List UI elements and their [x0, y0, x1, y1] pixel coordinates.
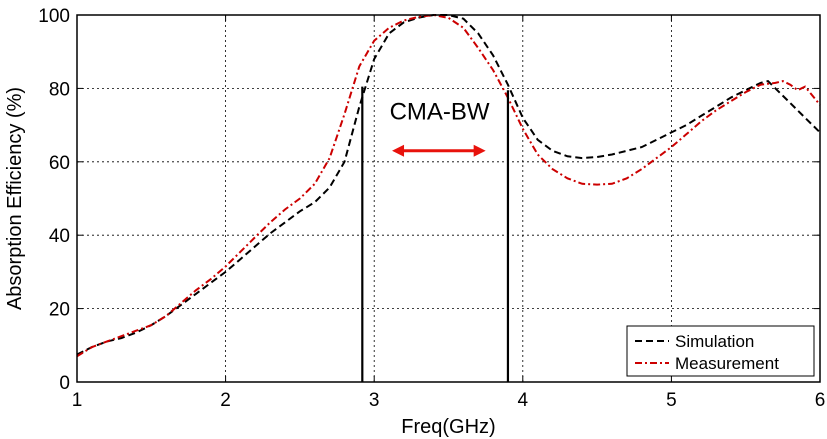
- cma-bw-label: CMA-BW: [390, 99, 490, 126]
- y-tick-label: 0: [59, 373, 70, 394]
- y-tick-label: 20: [49, 300, 70, 321]
- y-tick-label: 60: [49, 153, 70, 174]
- series-layer: [76, 13, 821, 358]
- legend-label: Simulation: [675, 332, 754, 351]
- series-line-simulation: [76, 14, 821, 356]
- x-tick-label: 5: [666, 390, 677, 411]
- legend-box: [626, 325, 815, 377]
- bandwidth-arrow-head-left: [392, 144, 405, 157]
- plot-frame: [76, 14, 821, 383]
- y-tick-label: 80: [49, 79, 70, 100]
- x-tick-label: 2: [220, 390, 231, 411]
- x-tick-label: 1: [72, 390, 83, 411]
- legend: Simulation Measurement: [626, 325, 815, 377]
- x-tick-label: 6: [815, 390, 826, 411]
- x-tick-label: 4: [518, 390, 529, 411]
- y-tick-label: 100: [38, 6, 70, 27]
- y-tick-label: 40: [49, 226, 70, 247]
- grid: [77, 15, 820, 382]
- x-axis-label: Freq(GHz): [401, 416, 495, 438]
- x-tick-label: 3: [369, 390, 380, 411]
- series-line-measurement: [76, 13, 821, 358]
- legend-label: Measurement: [675, 354, 779, 373]
- annotation-layer: CMA-BW: [361, 86, 510, 382]
- bandwidth-arrow-head-right: [473, 144, 486, 157]
- y-axis-label: Absorption Efficiency (%): [4, 87, 26, 310]
